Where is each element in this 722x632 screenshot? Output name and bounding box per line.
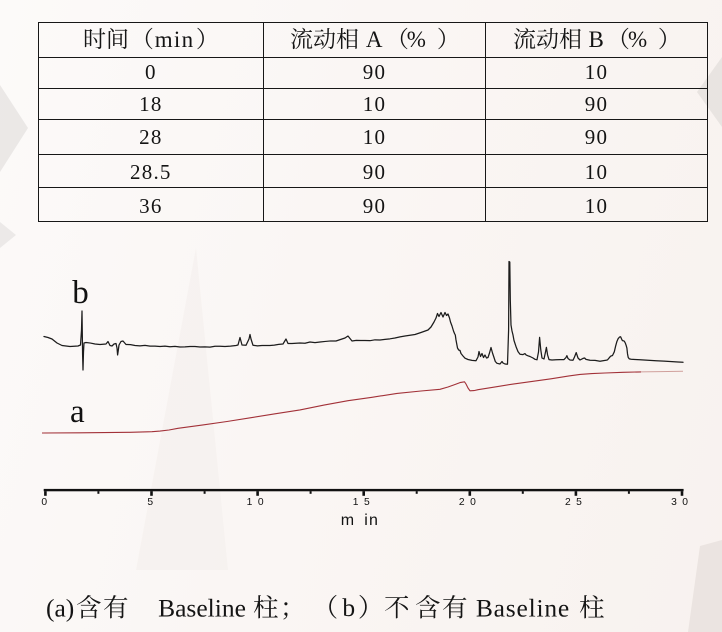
svg-text:0: 0 — [41, 497, 47, 508]
svg-text:m: m — [341, 512, 354, 529]
svg-text:10: 10 — [247, 497, 269, 508]
svg-text:5: 5 — [147, 497, 153, 508]
svg-text:30: 30 — [671, 497, 693, 508]
svg-text:25: 25 — [565, 497, 587, 508]
svg-text:15: 15 — [353, 497, 375, 508]
svg-text:in: in — [364, 512, 379, 529]
svg-text:20: 20 — [459, 497, 481, 508]
